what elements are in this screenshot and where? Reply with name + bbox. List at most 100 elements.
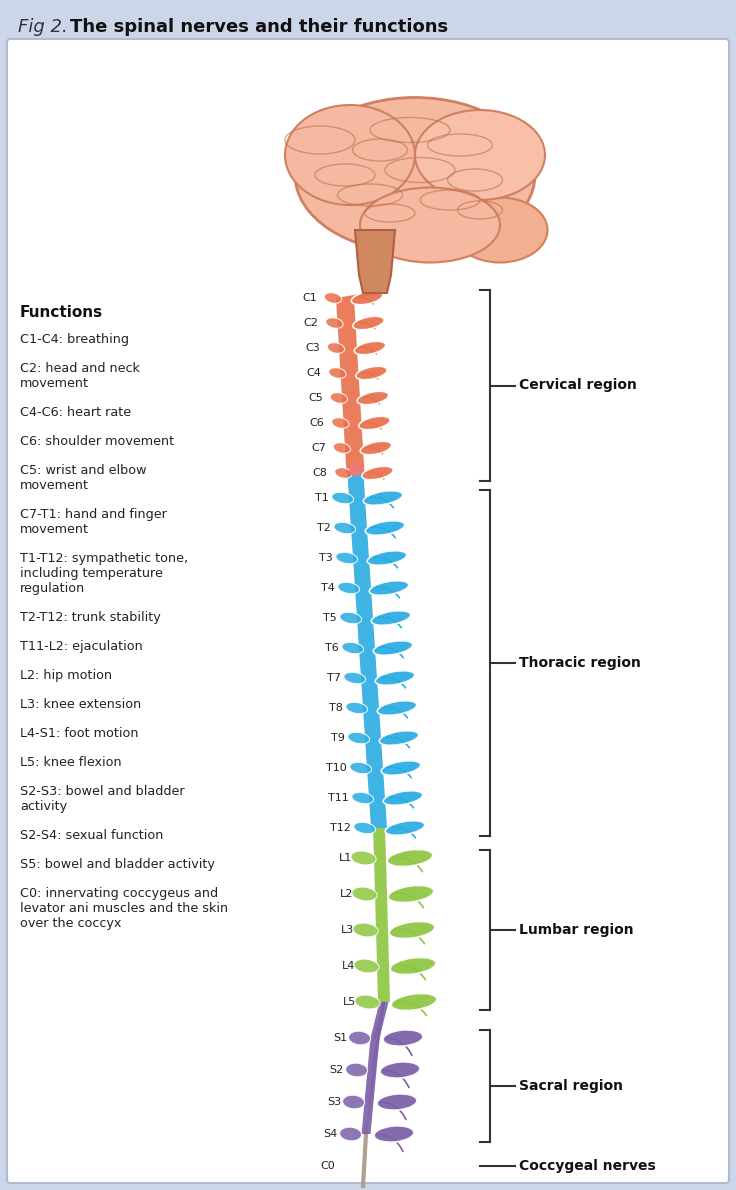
Ellipse shape (381, 760, 421, 775)
Text: S2-S3: bowel and bladder: S2-S3: bowel and bladder (20, 785, 185, 798)
Text: L5: L5 (343, 997, 356, 1007)
Text: T9: T9 (331, 733, 345, 743)
Text: over the coccyx: over the coccyx (20, 917, 121, 931)
Polygon shape (347, 472, 387, 828)
Ellipse shape (354, 342, 386, 355)
Ellipse shape (334, 522, 355, 534)
Text: S3: S3 (327, 1097, 341, 1107)
Text: C3: C3 (305, 343, 320, 353)
Ellipse shape (357, 392, 389, 405)
Text: C1-C4: breathing: C1-C4: breathing (20, 333, 129, 346)
Text: T11-L2: ejaculation: T11-L2: ejaculation (20, 640, 143, 653)
Text: T8: T8 (329, 703, 343, 713)
Text: activity: activity (20, 800, 67, 813)
Ellipse shape (346, 1063, 367, 1077)
Ellipse shape (329, 368, 346, 378)
Ellipse shape (326, 318, 343, 328)
Text: movement: movement (20, 522, 89, 536)
Ellipse shape (351, 292, 383, 305)
Ellipse shape (358, 416, 390, 430)
Text: including temperature: including temperature (20, 566, 163, 580)
Ellipse shape (354, 822, 375, 834)
Text: C6: shoulder movement: C6: shoulder movement (20, 436, 174, 447)
Text: The spinal nerves and their functions: The spinal nerves and their functions (70, 18, 448, 36)
Text: C5: wrist and elbow: C5: wrist and elbow (20, 464, 146, 477)
Ellipse shape (389, 921, 435, 939)
Text: L4: L4 (342, 962, 355, 971)
Ellipse shape (330, 393, 347, 403)
Polygon shape (361, 1002, 389, 1134)
Text: T4: T4 (321, 583, 335, 593)
Ellipse shape (374, 1126, 414, 1142)
Ellipse shape (387, 850, 433, 866)
Ellipse shape (333, 443, 350, 453)
Polygon shape (355, 230, 395, 293)
Ellipse shape (388, 885, 434, 902)
Text: C8: C8 (313, 468, 328, 478)
Text: Functions: Functions (20, 305, 103, 320)
Text: C7: C7 (311, 443, 326, 453)
Ellipse shape (385, 821, 425, 835)
Text: L1: L1 (339, 853, 352, 863)
Ellipse shape (285, 105, 415, 205)
Ellipse shape (367, 551, 407, 565)
Ellipse shape (378, 701, 417, 715)
Ellipse shape (351, 851, 376, 865)
Ellipse shape (349, 1032, 370, 1045)
FancyBboxPatch shape (7, 39, 729, 1183)
Text: Cervical region: Cervical region (519, 378, 637, 393)
Text: L2: L2 (339, 889, 353, 898)
Ellipse shape (377, 1094, 417, 1110)
Ellipse shape (371, 610, 411, 625)
Ellipse shape (350, 763, 372, 774)
Text: T11: T11 (328, 793, 349, 803)
Ellipse shape (392, 994, 436, 1010)
Text: L3: L3 (341, 925, 354, 935)
Ellipse shape (328, 343, 344, 353)
Ellipse shape (325, 293, 342, 303)
Text: C4: C4 (307, 368, 322, 378)
Polygon shape (336, 293, 384, 472)
Text: C1: C1 (302, 293, 317, 303)
Ellipse shape (338, 582, 360, 594)
Ellipse shape (353, 923, 378, 937)
Ellipse shape (380, 1061, 420, 1078)
Text: T1-T12: sympathetic tone,: T1-T12: sympathetic tone, (20, 552, 188, 565)
Text: S5: bowel and bladder activity: S5: bowel and bladder activity (20, 858, 215, 871)
Text: C2: C2 (304, 318, 319, 328)
Text: C0: innervating coccygeus and: C0: innervating coccygeus and (20, 887, 218, 900)
Ellipse shape (339, 1127, 361, 1141)
Ellipse shape (336, 552, 358, 564)
Ellipse shape (332, 493, 353, 503)
Text: Lumbar region: Lumbar region (519, 923, 634, 937)
Text: S1: S1 (333, 1033, 347, 1042)
Text: L2: hip motion: L2: hip motion (20, 669, 112, 682)
Ellipse shape (383, 790, 422, 806)
Ellipse shape (344, 672, 366, 684)
Ellipse shape (340, 612, 361, 624)
Text: movement: movement (20, 480, 89, 491)
Ellipse shape (332, 418, 349, 428)
Ellipse shape (335, 468, 352, 478)
Ellipse shape (369, 581, 408, 595)
Text: T2: T2 (317, 522, 331, 533)
Text: T7: T7 (327, 674, 341, 683)
Text: T5: T5 (323, 613, 337, 624)
Ellipse shape (346, 702, 367, 714)
Text: T10: T10 (326, 763, 347, 774)
Text: C0: C0 (320, 1161, 335, 1171)
Text: T3: T3 (319, 553, 333, 563)
Ellipse shape (453, 198, 548, 263)
Text: L4-S1: foot motion: L4-S1: foot motion (20, 727, 138, 740)
Circle shape (350, 464, 361, 476)
Text: T6: T6 (325, 643, 339, 653)
Text: Fig 2.: Fig 2. (18, 18, 74, 36)
Text: movement: movement (20, 377, 89, 390)
Ellipse shape (355, 367, 387, 380)
Ellipse shape (373, 640, 413, 656)
Ellipse shape (383, 1029, 423, 1046)
Ellipse shape (354, 959, 379, 973)
Ellipse shape (352, 793, 374, 803)
Ellipse shape (390, 958, 436, 975)
Ellipse shape (362, 466, 393, 480)
